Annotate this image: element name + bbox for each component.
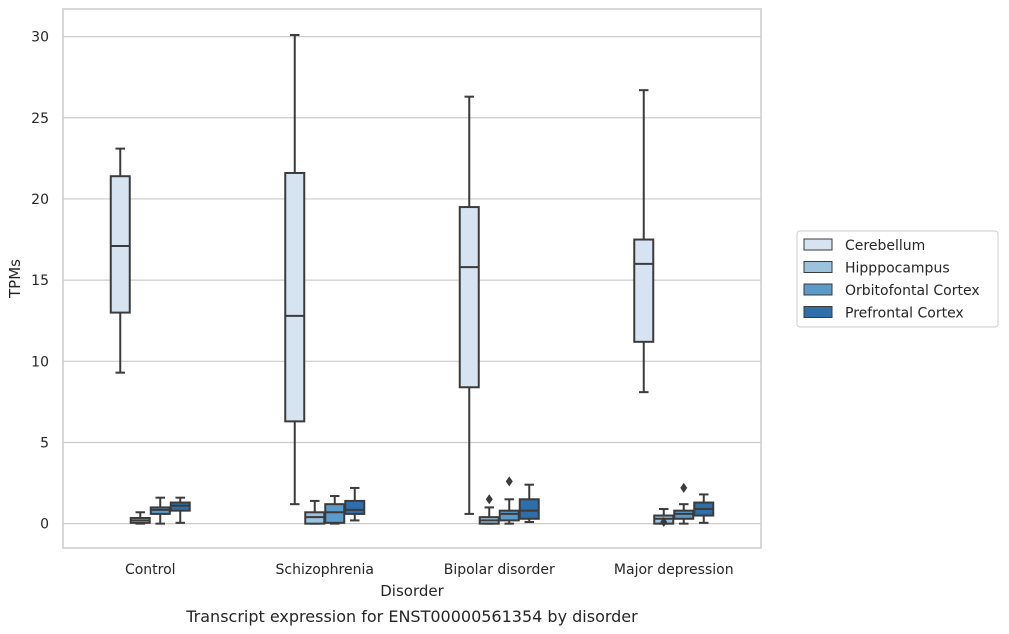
legend-frame bbox=[796, 230, 999, 328]
box-iqr bbox=[633, 238, 655, 343]
box-orbitofontal-cortex-major-depression bbox=[673, 482, 695, 525]
outlier-point bbox=[485, 494, 493, 505]
outlier-point bbox=[505, 476, 513, 487]
x-tick-label: Major depression bbox=[614, 562, 734, 578]
box-cerebellum-bipolar-disorder bbox=[458, 95, 480, 515]
box-cerebellum-major-depression bbox=[633, 89, 655, 394]
box-hipppocampus-control bbox=[129, 511, 151, 525]
outlier-point bbox=[660, 517, 668, 528]
y-tick-label: 25 bbox=[31, 111, 49, 127]
y-tick-label: 15 bbox=[31, 273, 49, 289]
box-prefrontal-cortex-bipolar-disorder bbox=[518, 483, 540, 524]
legend-swatch bbox=[803, 238, 833, 251]
box-iqr bbox=[109, 175, 131, 314]
x-tick-labels: Control Schizophrenia Bipolar disorder Majo… bbox=[125, 562, 734, 578]
y-axis-title: TPMs bbox=[6, 259, 24, 299]
legend-label: Orbitofontal Cortex bbox=[845, 283, 980, 299]
y-tick-labels: 0 5 10 15 20 25 30 bbox=[31, 30, 49, 533]
legend-label: Cerebellum bbox=[845, 238, 925, 254]
box-iqr bbox=[498, 509, 520, 522]
legend-swatch bbox=[803, 306, 833, 318]
legend-swatch bbox=[803, 261, 833, 273]
chart-caption: Transcript expression for ENST0000056135… bbox=[185, 607, 638, 626]
box-cerebellum-control bbox=[109, 147, 131, 374]
y-tick-label: 10 bbox=[31, 354, 49, 370]
box-cerebellum-schizophrenia bbox=[284, 33, 306, 506]
box-orbitofontal-cortex-bipolar-disorder bbox=[498, 476, 520, 525]
y-tick-label: 0 bbox=[40, 517, 49, 533]
box-iqr bbox=[284, 171, 306, 423]
box-iqr bbox=[324, 503, 346, 524]
x-axis-title: Disorder bbox=[380, 582, 444, 600]
box-prefrontal-cortex-major-depression bbox=[693, 493, 715, 524]
plot-area-frame bbox=[62, 8, 762, 549]
box-iqr bbox=[344, 499, 366, 515]
x-tick-label: Bipolar disorder bbox=[444, 562, 555, 578]
box-iqr bbox=[518, 498, 540, 520]
legend: Cerebellum Hipppocampus Orbitofontal Corte… bbox=[796, 230, 999, 328]
legend-label: Prefrontal Cortex bbox=[845, 306, 964, 322]
legend-label: Hipppocampus bbox=[845, 261, 950, 277]
x-tick-label: Control bbox=[125, 562, 176, 578]
box-iqr bbox=[458, 206, 480, 389]
box-prefrontal-cortex-schizophrenia bbox=[344, 486, 366, 522]
x-tick-label: Schizophrenia bbox=[276, 562, 374, 578]
y-tick-label: 20 bbox=[31, 192, 49, 208]
box-plots bbox=[109, 33, 715, 528]
legend-swatch bbox=[803, 283, 833, 296]
outlier-point bbox=[680, 482, 688, 493]
y-tick-label: 5 bbox=[40, 435, 49, 451]
y-tick-label: 30 bbox=[31, 30, 49, 46]
box-prefrontal-cortex-control bbox=[169, 496, 191, 524]
